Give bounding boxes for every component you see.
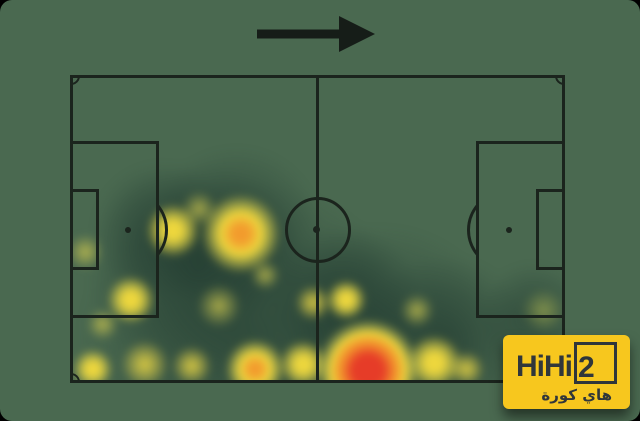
right-arrow-icon bbox=[257, 16, 375, 52]
left-penalty-area bbox=[73, 141, 159, 318]
right-penalty-spot bbox=[506, 227, 512, 233]
center-circle bbox=[285, 197, 351, 263]
logo-brand: HiHi 2 bbox=[516, 342, 617, 384]
logo-brand-suffix: 2 bbox=[578, 351, 595, 384]
center-spot bbox=[313, 226, 320, 233]
logo-tagline: هاي كورة bbox=[541, 386, 612, 404]
right-penalty-area bbox=[476, 141, 562, 318]
left-penalty-spot bbox=[125, 227, 131, 233]
right-goal-area bbox=[536, 189, 562, 270]
hihi2-logo: HiHi 2 هاي كورة bbox=[503, 335, 630, 409]
logo-suffix-frame: 2 bbox=[574, 342, 617, 384]
logo-brand-prefix: HiHi bbox=[516, 350, 573, 383]
attack-direction-arrow-icon bbox=[255, 13, 377, 55]
left-goal-area bbox=[73, 189, 99, 270]
football-pitch bbox=[70, 75, 565, 383]
